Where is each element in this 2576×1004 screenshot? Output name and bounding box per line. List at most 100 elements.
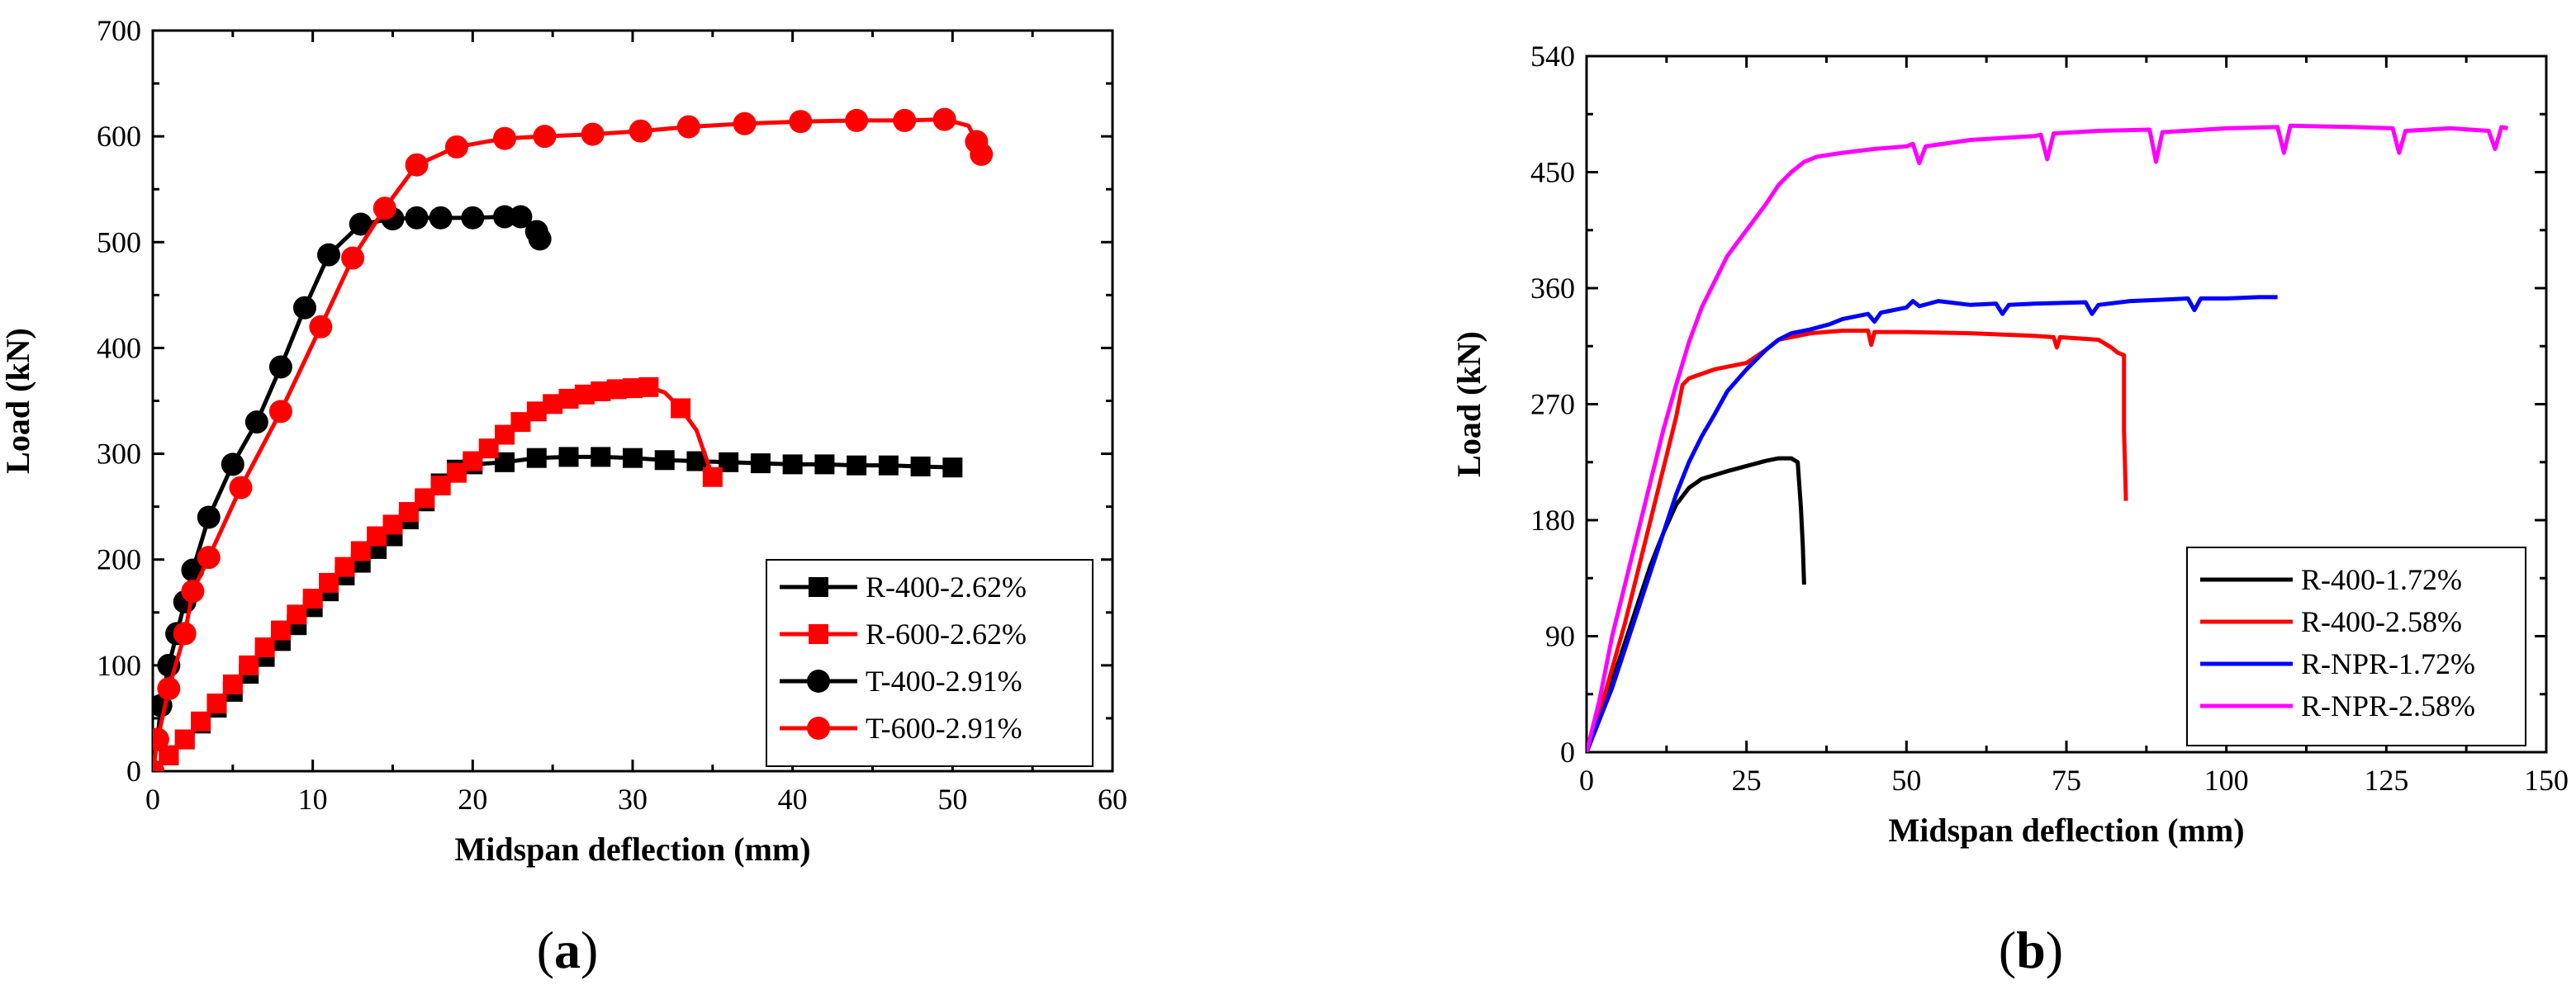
y-tick-label: 360 [1530,272,1575,305]
data-point-circle [153,727,169,751]
series-T-400-2.91% [153,205,552,771]
legend-item: R-400-2.62% [780,571,1027,604]
legend-label: R-NPR-1.72% [2301,647,2475,680]
legend-item: R-NPR-2.58% [2200,689,2475,722]
data-point-circle [461,206,485,230]
data-point-circle [317,243,341,267]
series-R-600-2.62% [153,376,723,771]
legend-item: R-400-2.58% [2200,605,2462,638]
y-tick-label: 0 [126,755,141,788]
series-layer [153,107,994,771]
data-point-square [847,455,867,476]
data-point-circle [197,505,221,529]
data-point-circle [733,111,757,135]
panel-label: (a) [537,921,599,979]
series-layer [1587,123,2509,752]
series-line [153,215,542,771]
series-line [1587,123,2509,752]
y-tick-label: 180 [1530,504,1575,537]
data-point-circle [221,452,244,476]
data-point-square [910,456,931,476]
x-axis-label: Midspan deflection (mm) [1888,812,2244,849]
legend-item: R-NPR-1.72% [2200,647,2475,680]
data-point-circle [349,212,372,236]
y-tick-label: 200 [97,543,141,576]
data-point-square [638,376,659,397]
data-point-circle [444,135,468,159]
series-line [153,385,715,771]
data-point-circle [932,107,956,131]
panel-label-open: ( [1999,921,2016,979]
legend-item: T-600-2.91% [780,712,1022,745]
x-tick-label: 125 [2364,764,2408,797]
y-tick-label: 270 [1530,388,1575,421]
legend-label: R-NPR-2.58% [2301,689,2475,722]
data-point-square [591,447,611,467]
data-point-square [191,711,211,732]
data-point-circle [493,205,517,229]
y-tick-label: 400 [97,331,141,364]
y-axis-label: Load (kN) [0,328,36,474]
chart-panel-b: 0 25 50 75 100 125 150 0 90 180 270 360 450 540 Midspa… [1450,40,2569,979]
legend-item: R-400-1.72% [2200,563,2462,596]
data-point-circle [581,122,605,146]
x-tick-label: 25 [1732,764,1762,797]
data-point-square [239,655,259,675]
y-tick-label: 540 [1530,40,1575,73]
data-point-circle [309,315,333,339]
data-point-circle [341,246,365,270]
data-point-circle [629,119,652,143]
x-tick-label: 100 [2204,764,2249,797]
x-tick-label: 20 [458,783,487,816]
x-tick-label: 0 [1579,764,1594,797]
x-tick-label: 60 [1098,783,1127,816]
data-point-circle [845,108,869,132]
series-R-NPR-2.58% [1587,123,2509,752]
panel-label-letter: b [2016,921,2046,979]
data-point-square [558,447,579,467]
data-point-circle [268,355,292,379]
panel-label-close: ) [2046,921,2063,979]
legend: R-400-2.62% R-600-2.62% T-400-2.91% T-600-2… [766,559,1093,767]
legend-item: R-600-2.62% [780,618,1027,651]
panel-label: (b) [1999,921,2063,979]
data-point-circle [405,206,429,230]
data-point-circle [197,546,221,570]
data-point-square [526,448,547,468]
data-point-square [654,450,675,471]
legend-label: T-400-2.91% [866,665,1022,698]
y-axis-label: Load (kN) [1450,331,1487,477]
data-point-circle [893,108,917,132]
data-point-circle [533,125,557,149]
series-line [1587,329,2128,752]
data-point-circle [292,296,316,320]
x-tick-label: 150 [2524,764,2569,797]
data-point-circle [676,115,700,139]
legend-label: R-400-2.58% [2301,605,2462,638]
legend-swatch-square [809,577,828,597]
x-tick-label: 0 [145,783,160,816]
data-point-circle [372,197,396,220]
x-tick-label: 75 [2052,764,2081,797]
data-point-circle [244,410,268,434]
data-point-square [254,637,275,658]
chart-panel-a: 0 10 20 30 40 50 600100200300400500600700Midsp… [0,14,1127,979]
legend-label: R-600-2.62% [866,618,1027,651]
data-point-circle [493,126,517,150]
y-tick-label: 700 [97,14,141,47]
data-point-square [623,448,643,468]
data-point-square [750,453,771,474]
data-point-square [878,455,899,476]
panel-label-open: ( [537,921,554,979]
legend-label: R-400-1.72% [2301,563,2462,596]
legend: R-400-1.72% R-400-2.58% R-NPR-1.72% R-NPR-2… [2186,547,2526,746]
panel-label-close: ) [581,921,598,979]
x-tick-label: 50 [1891,764,1921,797]
y-tick-label: 600 [97,120,141,153]
legend-label: R-400-2.62% [866,571,1027,604]
series-T-600-2.91% [153,107,994,771]
series-R-NPR-1.72% [1587,295,2278,752]
data-point-square [782,454,803,475]
data-point-square [222,674,243,694]
